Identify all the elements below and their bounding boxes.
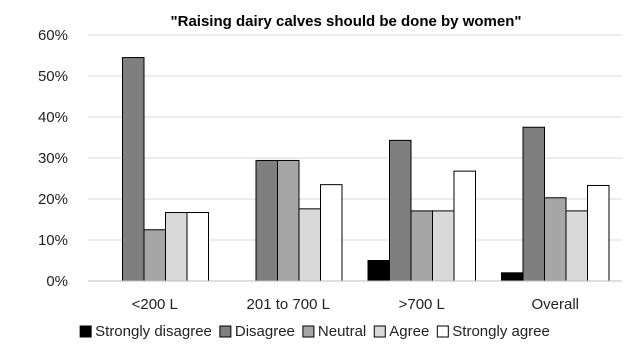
bar-disagree: [389, 139, 412, 282]
y-tick-label: 60%: [38, 27, 68, 44]
bar-strongly-disagree: [367, 260, 390, 282]
y-tick-label: 20%: [38, 191, 68, 208]
bar-strongly-disagree: [501, 272, 524, 282]
bar-disagree: [122, 57, 145, 282]
legend-item: Strongly disagree: [79, 323, 212, 340]
legend-swatch: [436, 325, 449, 338]
legend-label: Strongly disagree: [95, 323, 212, 340]
bar-agree: [432, 210, 455, 282]
bar-neutral: [410, 210, 433, 282]
y-tick-label: 0%: [46, 273, 68, 290]
legend-swatch: [219, 325, 232, 338]
bar-neutral: [544, 197, 567, 282]
chart-title: "Raising dairy calves should be done by …: [171, 13, 522, 30]
bar-agree: [565, 210, 588, 282]
legend-label: Agree: [389, 323, 429, 340]
x-tick-label: Overall: [531, 296, 579, 313]
x-tick-label: >700 L: [399, 296, 445, 313]
legend-item: Neutral: [302, 323, 366, 340]
bar-strongly-agree: [186, 212, 209, 282]
bar-agree: [298, 208, 321, 282]
legend-label: Strongly agree: [452, 323, 550, 340]
legend-item: Disagree: [219, 323, 295, 340]
legend-swatch: [373, 325, 386, 338]
bar-strongly-agree: [453, 170, 476, 282]
x-tick-label: 201 to 700 L: [247, 296, 330, 313]
bar-strongly-agree: [587, 184, 610, 282]
y-tick-label: 30%: [38, 150, 68, 167]
y-tick-label: 40%: [38, 109, 68, 126]
bar-agree: [165, 212, 188, 282]
y-tick-label: 10%: [38, 232, 68, 249]
bar-disagree: [522, 126, 545, 282]
legend-label: Neutral: [318, 323, 366, 340]
legend-item: Agree: [373, 323, 429, 340]
legend-swatch: [302, 325, 315, 338]
legend: Strongly disagree Disagree Neutral Agree Str…: [79, 323, 550, 340]
bar-neutral: [277, 159, 300, 282]
legend-swatch: [79, 325, 92, 338]
y-tick-label: 50%: [38, 68, 68, 85]
legend-label: Disagree: [235, 323, 295, 340]
bar-disagree: [255, 159, 278, 282]
bars: [122, 57, 610, 282]
bar-neutral: [143, 229, 166, 282]
x-tick-label: <200 L: [132, 296, 178, 313]
tick-labels: 0% 10% 20% 30% 40% 50% 60% <200 L 201 to 700 L >7…: [38, 27, 579, 313]
legend-item: Strongly agree: [436, 323, 550, 340]
bar-strongly-agree: [320, 184, 343, 282]
